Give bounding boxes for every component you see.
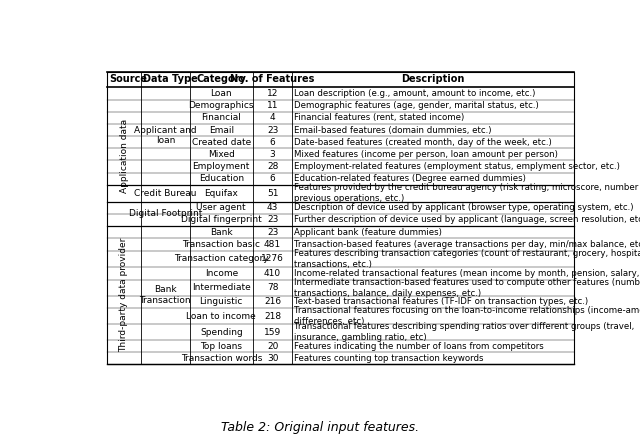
Text: Education: Education <box>198 174 244 183</box>
Text: Data Type: Data Type <box>143 74 198 84</box>
Text: 410: 410 <box>264 269 281 278</box>
Text: Transaction words: Transaction words <box>180 354 262 363</box>
Text: Application data: Application data <box>120 119 129 194</box>
Text: 28: 28 <box>267 162 278 171</box>
Text: Digital fingerprint: Digital fingerprint <box>181 215 262 225</box>
Text: 6: 6 <box>269 174 275 183</box>
Text: Demographics: Demographics <box>189 101 254 110</box>
Text: Financial features (rent, stated income): Financial features (rent, stated income) <box>294 113 465 122</box>
Text: User agent: User agent <box>196 203 246 212</box>
Text: Loan to income: Loan to income <box>186 312 256 320</box>
Text: Equifax: Equifax <box>204 189 238 198</box>
Text: Loan: Loan <box>211 89 232 98</box>
Text: Email-based features (domain dummies, etc.): Email-based features (domain dummies, et… <box>294 126 492 134</box>
Text: Transaction basic: Transaction basic <box>182 240 260 249</box>
Text: 159: 159 <box>264 328 281 336</box>
Text: 218: 218 <box>264 312 281 320</box>
Text: 216: 216 <box>264 297 281 306</box>
Text: Applicant bank (feature dummies): Applicant bank (feature dummies) <box>294 228 442 236</box>
Text: Credit Bureau: Credit Bureau <box>134 189 196 198</box>
Text: Description: Description <box>401 74 465 84</box>
Text: 23: 23 <box>267 126 278 134</box>
Text: Table 2: Original input features.: Table 2: Original input features. <box>221 421 419 434</box>
Text: Features indicating the number of loans from competitors: Features indicating the number of loans … <box>294 342 544 351</box>
Text: 11: 11 <box>267 101 278 110</box>
Text: Third-party data provider: Third-party data provider <box>120 238 129 352</box>
Text: Date-based features (created month, day of the week, etc.): Date-based features (created month, day … <box>294 138 552 147</box>
Text: Employment: Employment <box>193 162 250 171</box>
Text: Features counting top transaction keywords: Features counting top transaction keywor… <box>294 354 484 363</box>
Text: 51: 51 <box>267 189 278 198</box>
Bar <box>108 72 573 365</box>
Text: Transactional features focusing on the loan-to-income relationships (income-amou: Transactional features focusing on the l… <box>294 306 640 326</box>
Text: Created date: Created date <box>191 138 251 147</box>
Text: 3: 3 <box>269 150 275 159</box>
Text: Loan description (e.g., amount, amount to income, etc.): Loan description (e.g., amount, amount t… <box>294 89 536 98</box>
Text: Features describing transaction categories (count of restaurant, grocery, hospit: Features describing transaction categori… <box>294 249 640 269</box>
Text: No. of Features: No. of Features <box>230 74 315 84</box>
Text: 30: 30 <box>267 354 278 363</box>
Text: Transaction category: Transaction category <box>174 255 269 263</box>
Text: 1276: 1276 <box>261 255 284 263</box>
Text: Intermediate: Intermediate <box>192 283 251 292</box>
Text: Demographic features (age, gender, marital status, etc.): Demographic features (age, gender, marit… <box>294 101 539 110</box>
Text: Intermediate transaction-based features used to compute other features (number o: Intermediate transaction-based features … <box>294 278 640 298</box>
Text: Description of device used by applicant (browser type, operating system, etc.): Description of device used by applicant … <box>294 203 634 212</box>
Text: Spending: Spending <box>200 328 243 336</box>
Text: 4: 4 <box>269 113 275 122</box>
Text: Income: Income <box>205 269 238 278</box>
Text: Education-related features (Degree earned dummies): Education-related features (Degree earne… <box>294 174 526 183</box>
Text: 23: 23 <box>267 228 278 236</box>
Text: Mixed features (income per person, loan amount per person): Mixed features (income per person, loan … <box>294 150 558 159</box>
Text: Digital Footprint: Digital Footprint <box>129 209 202 218</box>
Text: 481: 481 <box>264 240 281 249</box>
Text: 12: 12 <box>267 89 278 98</box>
Text: Mixed: Mixed <box>208 150 235 159</box>
Text: Income-related transactional features (mean income by month, pension, salary, et: Income-related transactional features (m… <box>294 269 640 278</box>
Text: Linguistic: Linguistic <box>200 297 243 306</box>
Text: 23: 23 <box>267 215 278 225</box>
Text: Financial: Financial <box>202 113 241 122</box>
Text: Text-based transactional features (TF-IDF on transaction types, etc.): Text-based transactional features (TF-ID… <box>294 297 589 306</box>
Text: Bank: Bank <box>210 228 232 236</box>
Text: Applicant and
loan: Applicant and loan <box>134 126 196 145</box>
Text: Further description of device used by applicant (language, screen resolution, et: Further description of device used by ap… <box>294 215 640 225</box>
Text: Bank
Transaction: Bank Transaction <box>140 286 191 305</box>
Text: Source: Source <box>109 74 147 84</box>
Text: Transaction-based features (average transactions per day, min/max balance, etc.): Transaction-based features (average tran… <box>294 240 640 249</box>
Text: 43: 43 <box>267 203 278 212</box>
Text: Top loans: Top loans <box>200 342 243 351</box>
Text: Employment-related features (employment status, emplyment sector, etc.): Employment-related features (employment … <box>294 162 620 171</box>
Text: Email: Email <box>209 126 234 134</box>
Text: Features provided by the credit bureau agency (risk rating, microscore, number o: Features provided by the credit bureau a… <box>294 183 640 203</box>
Text: Transactional features describing spending ratios over different groups (travel,: Transactional features describing spendi… <box>294 322 635 342</box>
Text: 6: 6 <box>269 138 275 147</box>
Text: Category: Category <box>196 74 246 84</box>
Text: 20: 20 <box>267 342 278 351</box>
Text: 78: 78 <box>267 283 278 292</box>
